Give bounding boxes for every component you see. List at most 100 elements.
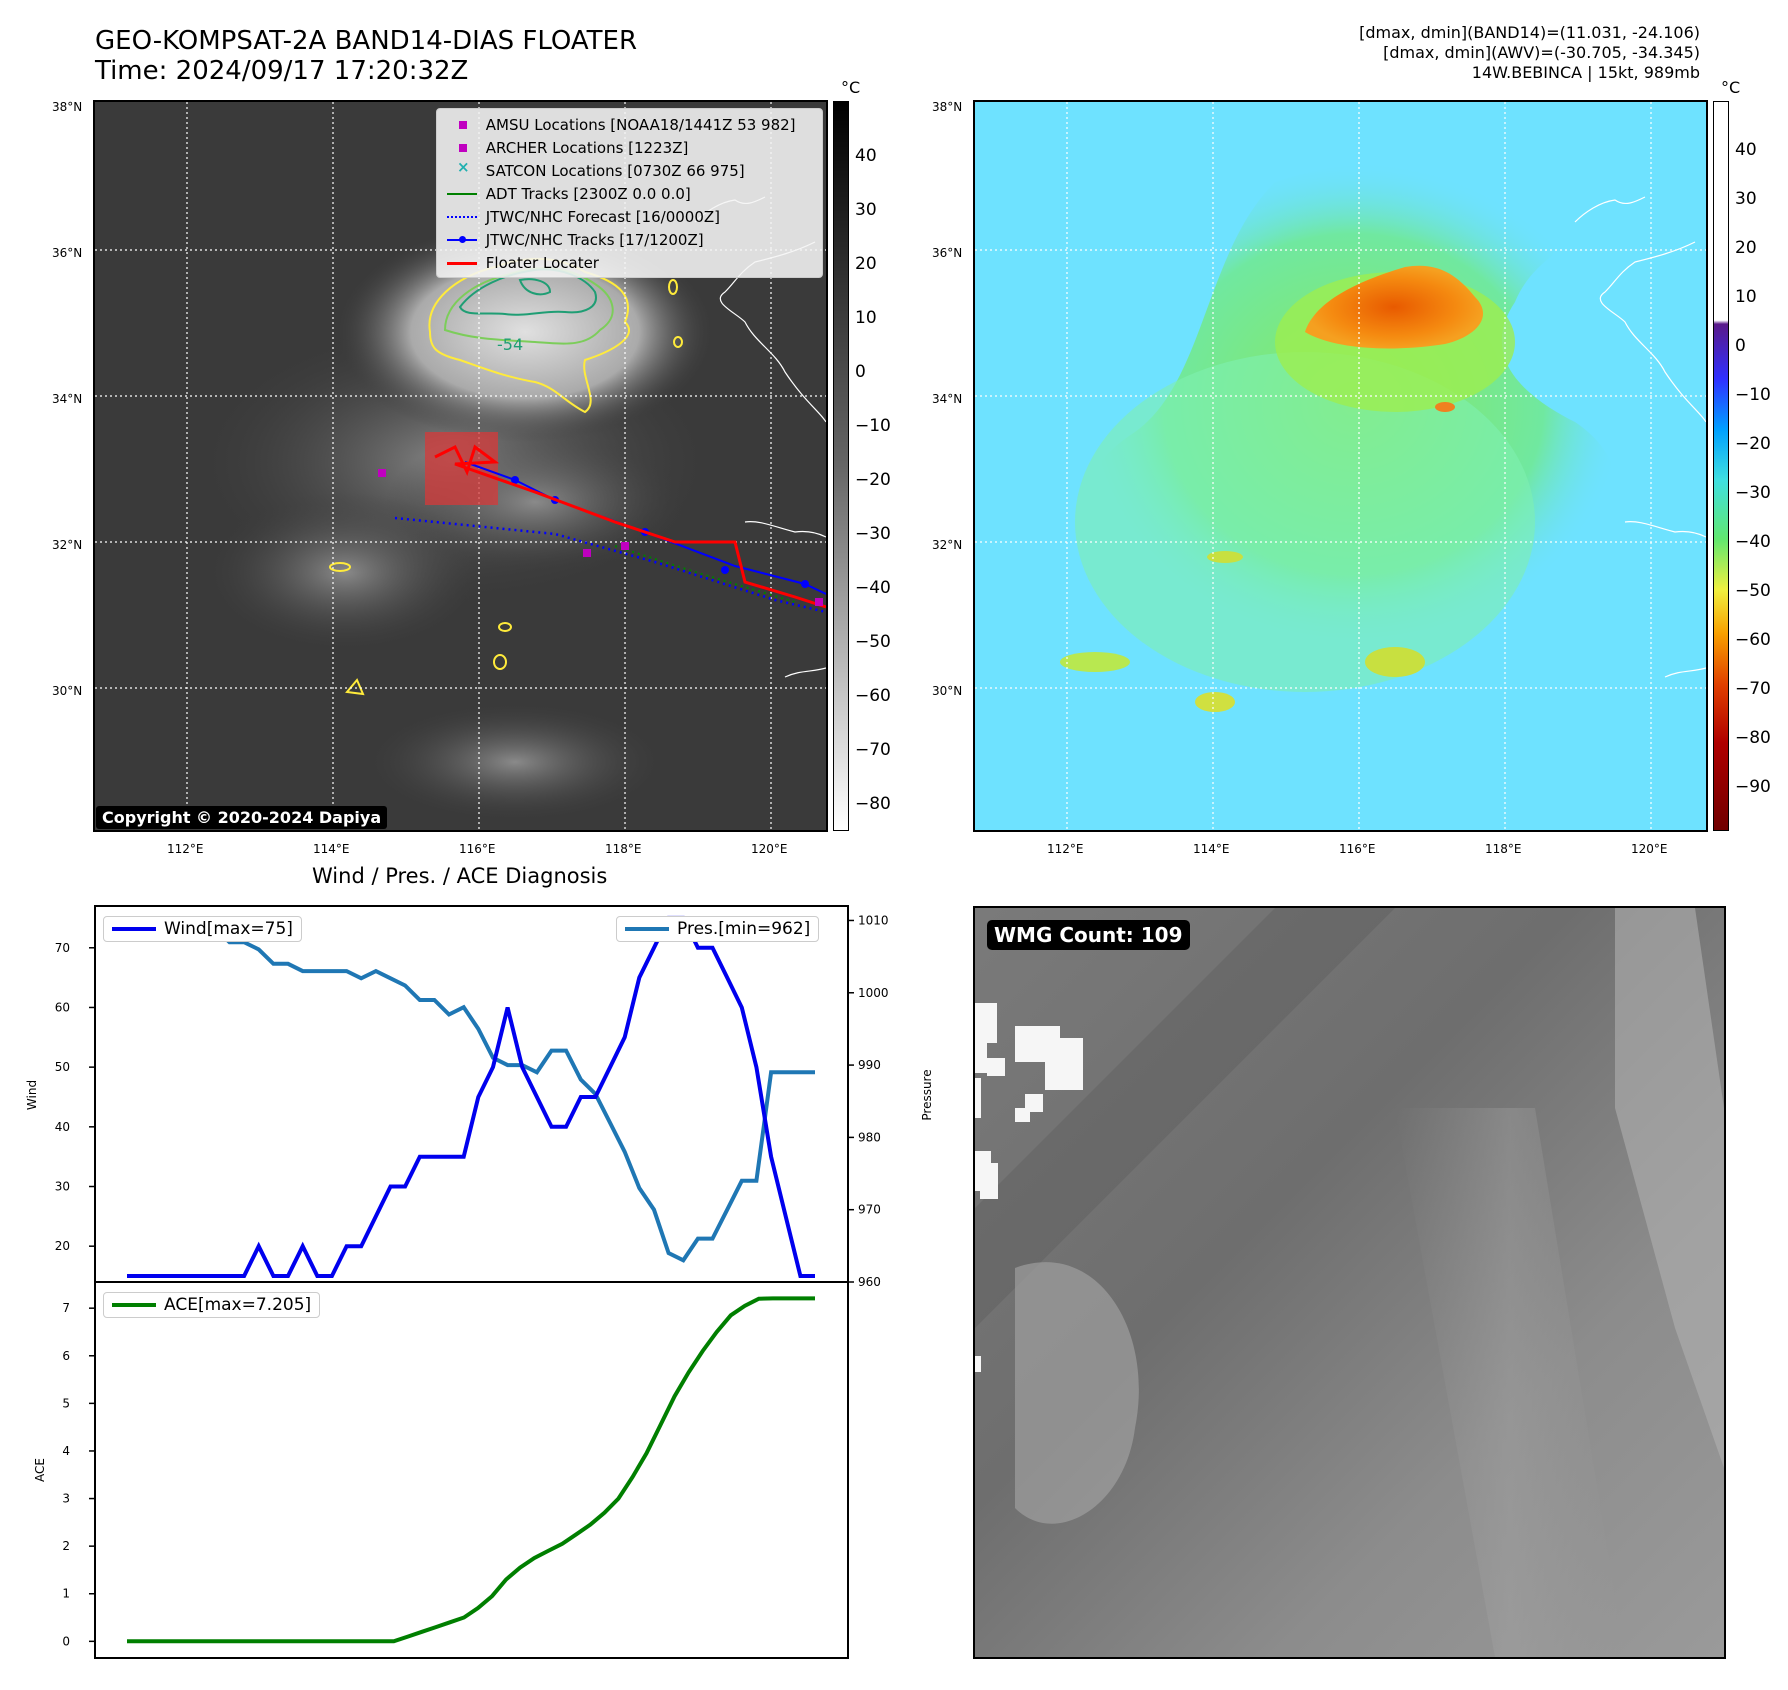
lon-label: 120°E	[1631, 842, 1668, 856]
floater-locater-box	[425, 432, 498, 505]
awv-map	[975, 102, 1706, 830]
wind-pres-axes	[94, 905, 849, 1283]
moisture-cell	[1195, 692, 1235, 712]
lat-label: 36°N	[932, 246, 963, 260]
coastline	[1624, 521, 1706, 538]
chart-title-line2: Time: 2024/09/17 17:20:32Z	[95, 56, 469, 86]
colorbar-tick: −20	[855, 470, 891, 490]
coastline	[784, 667, 826, 678]
contour-yellow	[673, 336, 683, 348]
legend-item-forecast: JTWC/NHC Forecast [16/0000Z]	[445, 207, 720, 227]
cloud-band	[365, 702, 665, 822]
colorbar-tick: −80	[1735, 728, 1771, 748]
coastline	[1664, 667, 1706, 678]
wind-axis-label: Wind	[25, 1080, 39, 1110]
colorbar-tick: 20	[1735, 238, 1757, 258]
pres-tick-label: 990	[858, 1058, 881, 1072]
colorbar-tick: −30	[855, 524, 891, 544]
adt-track	[614, 545, 796, 603]
info-storm-status: 14W.BEBINCA | 15kt, 989mb	[1471, 63, 1700, 82]
contour-yellow	[498, 622, 512, 632]
colorbar-tick: −80	[855, 794, 891, 814]
wmg-count-badge: WMG Count: 109	[987, 920, 1190, 950]
coastline	[744, 521, 826, 538]
wind-tick-label: 20	[55, 1239, 70, 1253]
lon-label: 120°E	[751, 842, 788, 856]
wmg-panel: WMG Count: 109	[973, 906, 1726, 1659]
ace-axis-label: ACE	[33, 1458, 47, 1482]
colorbar-tick: 30	[855, 200, 877, 220]
colorbar-tick: −70	[855, 740, 891, 760]
lat-label: 38°N	[932, 100, 963, 114]
colorbar-tick: 40	[1735, 140, 1757, 160]
diagnosis-title: Wind / Pres. / ACE Diagnosis	[312, 864, 608, 888]
colorbar-unit: °C	[1721, 78, 1741, 97]
legend-item-archer: ARCHER Locations [1223Z]	[445, 138, 688, 158]
awv-colorbar	[1713, 101, 1729, 831]
legend-item-tracks: JTWC/NHC Tracks [17/1200Z]	[445, 230, 704, 250]
colorbar-tick: −30	[1735, 483, 1771, 503]
lat-label: 30°N	[932, 684, 963, 698]
jtwc-forecast-track	[394, 516, 826, 614]
colorbar-tick: 40	[855, 146, 877, 166]
coastline	[1574, 196, 1646, 223]
light-band	[1015, 1262, 1139, 1524]
lon-label: 118°E	[1485, 842, 1522, 856]
lat-label: 30°N	[52, 684, 83, 698]
copyright-badge: Copyright © 2020-2024 Dapiya	[96, 806, 388, 829]
info-band14-range: [dmax, dmin](BAND14)=(11.031, -24.106)	[1359, 23, 1700, 42]
contour-yellow	[493, 654, 507, 670]
colorbar-tick: −90	[1735, 777, 1771, 797]
legend-item-amsu: AMSU Locations [NOAA18/1441Z 53 982]	[445, 115, 796, 135]
map-legend: AMSU Locations [NOAA18/1441Z 53 982] ARC…	[436, 108, 823, 278]
pressure-series-line	[125, 919, 815, 1263]
ace-axes	[94, 1281, 849, 1659]
moisture-cell	[1060, 652, 1130, 672]
contour-yellow	[668, 279, 678, 295]
wind-tick-label: 60	[55, 1000, 70, 1014]
awv-map-panel	[973, 100, 1708, 832]
lon-label: 116°E	[1339, 842, 1376, 856]
ace-tick-label: 6	[62, 1349, 70, 1363]
band14-map-panel: -54	[93, 100, 828, 832]
lon-label: 112°E	[1047, 842, 1084, 856]
pres-tick-label: 1000	[858, 986, 889, 1000]
colorbar-tick: 0	[855, 362, 866, 382]
dark-band	[975, 908, 1395, 1328]
lat-label: 34°N	[932, 392, 963, 406]
cold-cloud-top	[1305, 265, 1484, 349]
lon-label: 118°E	[605, 842, 642, 856]
moisture-band	[1075, 352, 1535, 692]
contour-teal-inner	[518, 278, 552, 296]
info-awv-range: [dmax, dmin](AWV)=(-30.705, -34.345)	[1383, 43, 1700, 62]
light-band	[1615, 908, 1724, 1468]
ace-tick-label: 0	[62, 1634, 70, 1648]
colorbar-tick: −10	[1735, 385, 1771, 405]
pres-tick-label: 980	[858, 1130, 881, 1144]
lat-label: 36°N	[52, 246, 83, 260]
wind-tick-label: 50	[55, 1060, 70, 1074]
pressure-axis-label: Pressure	[920, 1069, 934, 1120]
lat-label: 34°N	[52, 392, 83, 406]
lon-label: 114°E	[1193, 842, 1230, 856]
colorbar-tick: 10	[1735, 287, 1757, 307]
colorbar-tick: −40	[855, 578, 891, 598]
wind-tick-label: 30	[55, 1180, 70, 1194]
contour-label: -54	[497, 335, 523, 354]
coastline	[1599, 241, 1706, 423]
wind-tick-label: 70	[55, 941, 70, 955]
wmg-white-pixels	[975, 1003, 1083, 1372]
colorbar-tick: 30	[1735, 189, 1757, 209]
cold-cloud-top	[1435, 402, 1455, 412]
lon-label: 114°E	[313, 842, 350, 856]
floater-locater-track	[434, 444, 826, 609]
ace-tick-label: 4	[62, 1444, 70, 1458]
grayscale-colorbar	[833, 101, 849, 831]
amsu-marker	[815, 598, 823, 606]
contour-yellow	[329, 562, 351, 572]
legend-item-satcon: × SATCON Locations [0730Z 66 975]	[457, 158, 745, 180]
pres-tick-label: 1010	[858, 913, 889, 927]
lon-label: 116°E	[459, 842, 496, 856]
colorbar-tick: −70	[1735, 679, 1771, 699]
